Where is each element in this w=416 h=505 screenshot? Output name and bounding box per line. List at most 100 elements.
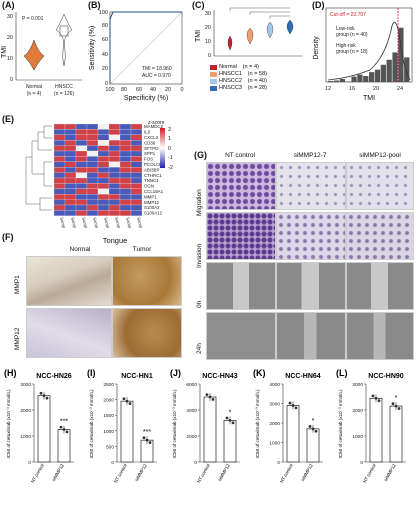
heatmap-cell bbox=[87, 189, 98, 194]
heatmap-cell bbox=[109, 156, 120, 161]
heatmap-cell bbox=[109, 129, 120, 134]
heatmap-cell bbox=[109, 146, 120, 151]
data-point bbox=[209, 396, 212, 399]
data-point bbox=[292, 404, 295, 407]
heatmap-cell bbox=[54, 167, 65, 172]
heatmap-cell bbox=[76, 173, 87, 178]
svg-text:(n = 4): (n = 4) bbox=[27, 91, 42, 97]
heatmap-cell bbox=[120, 124, 131, 129]
gene-label: TNNC1 bbox=[144, 178, 159, 183]
gene-label: IL6 bbox=[144, 130, 151, 135]
svg-text:(n = 126): (n = 126) bbox=[54, 91, 74, 97]
heatmap-cell bbox=[76, 124, 87, 129]
x-tick-label: NT control bbox=[30, 463, 45, 484]
heatmap-cell bbox=[65, 210, 76, 215]
violin-plot-c: TMI 0 10 20 30 bbox=[190, 0, 308, 60]
y-tick-label: 1000 bbox=[352, 434, 363, 440]
sample-label: Sample6 bbox=[114, 217, 123, 228]
heatmap-cell bbox=[65, 189, 76, 194]
wound-24h-pool bbox=[346, 312, 414, 360]
gene-label: MMP12 bbox=[144, 200, 160, 205]
data-point bbox=[398, 407, 401, 410]
data-point bbox=[309, 425, 312, 428]
svg-text:TMI: TMI bbox=[195, 30, 202, 42]
panel-label: (D) bbox=[312, 0, 325, 10]
svg-text:10: 10 bbox=[205, 39, 211, 45]
heatmap-cell bbox=[87, 135, 98, 140]
wound-0h-pool bbox=[346, 262, 414, 310]
svg-text:group (n = 40): group (n = 40) bbox=[336, 32, 368, 38]
heatmap-cell bbox=[120, 129, 131, 134]
panel-f: (F) Tongue Normal Tumor MMP1 MMP12 bbox=[0, 232, 190, 360]
heatmap-cell bbox=[98, 135, 109, 140]
heatmap-cell bbox=[54, 210, 65, 215]
heatmap-cell bbox=[54, 129, 65, 134]
migration-si7 bbox=[276, 162, 346, 210]
heatmap-cell bbox=[109, 151, 120, 156]
heatmap-cell bbox=[120, 140, 131, 145]
density-bar bbox=[351, 77, 356, 82]
heatmap-cell bbox=[87, 140, 98, 145]
heatmap-cell bbox=[131, 167, 142, 172]
significance-marker: * bbox=[312, 418, 315, 425]
x-tick-label: NT control bbox=[113, 463, 128, 484]
heatmap-cell bbox=[87, 156, 98, 161]
gene-label: FOS bbox=[144, 157, 153, 162]
heatmap-cell bbox=[87, 183, 98, 188]
data-point bbox=[315, 430, 318, 433]
y-tick-label: 0 bbox=[277, 460, 280, 466]
heatmap-cell bbox=[98, 200, 109, 205]
svg-text:HNSCC: HNSCC bbox=[55, 84, 73, 90]
heatmap-cell bbox=[109, 194, 120, 199]
heatmap-cell bbox=[131, 129, 142, 134]
y-tick-label: 2500 bbox=[103, 382, 114, 388]
heatmap-cell bbox=[98, 151, 109, 156]
y-axis-label: IC50 of cetuximab (x10⁻³ mmol/L) bbox=[338, 389, 343, 459]
data-point bbox=[149, 441, 152, 444]
heatmap-cell bbox=[54, 135, 65, 140]
data-point bbox=[372, 395, 375, 398]
heatmap-cell bbox=[54, 205, 65, 210]
svg-text:1: 1 bbox=[168, 136, 171, 142]
panel-label: (L) bbox=[336, 368, 348, 378]
heatmap-cell bbox=[131, 173, 142, 178]
invasion-pool bbox=[346, 212, 414, 260]
heatmap-cell bbox=[98, 183, 109, 188]
heatmap-cell bbox=[87, 200, 98, 205]
y-tick-label: 2000 bbox=[186, 434, 197, 440]
heatmap-cell bbox=[98, 189, 109, 194]
gene-label: ABI3BP bbox=[144, 167, 159, 172]
heatmap-cell bbox=[87, 124, 98, 129]
chart-title: NCC-HN90 bbox=[368, 373, 404, 380]
panel-label: (J) bbox=[170, 368, 181, 378]
heatmap-cell bbox=[131, 156, 142, 161]
heatmap-cell bbox=[120, 162, 131, 167]
heatmap-cell bbox=[131, 140, 142, 145]
heatmap-cell bbox=[76, 151, 87, 156]
x-tick-label: siMMP12 bbox=[300, 463, 314, 482]
heatmap-cell bbox=[76, 205, 87, 210]
y-tick-label: 6000 bbox=[186, 382, 197, 388]
significance-marker: * bbox=[229, 409, 232, 416]
heatmap-cell bbox=[76, 183, 87, 188]
heatmap-cell bbox=[87, 210, 98, 215]
svg-text:-1: -1 bbox=[168, 155, 173, 161]
x-tick-label: siMMP12 bbox=[383, 463, 397, 482]
heatmap-cell bbox=[65, 194, 76, 199]
svg-text:100: 100 bbox=[99, 10, 108, 16]
heatmap-cell bbox=[65, 167, 76, 172]
data-point bbox=[46, 397, 49, 400]
data-point bbox=[66, 431, 69, 434]
significance-marker: * bbox=[395, 395, 398, 402]
heatmap-cell bbox=[109, 205, 120, 210]
p-value: P = 0.001 bbox=[22, 16, 44, 22]
heatmap-cell bbox=[98, 156, 109, 161]
heatmap-cell bbox=[109, 200, 120, 205]
panel-a: (A) TMI 0 10 20 30 P = 0.001 Normal HNSC… bbox=[0, 0, 84, 104]
svg-text:z-score: z-score bbox=[148, 120, 165, 126]
sample-label: Sample3 bbox=[81, 217, 90, 228]
data-point bbox=[295, 406, 298, 409]
svg-text:0: 0 bbox=[168, 146, 171, 152]
bar bbox=[390, 406, 402, 462]
